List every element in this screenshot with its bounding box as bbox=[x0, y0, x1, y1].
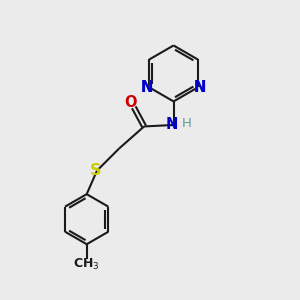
Text: H: H bbox=[182, 117, 192, 130]
Text: CH$_3$: CH$_3$ bbox=[74, 256, 100, 272]
Text: N: N bbox=[141, 80, 153, 95]
Text: N: N bbox=[194, 80, 206, 95]
Text: S: S bbox=[90, 163, 101, 178]
Text: O: O bbox=[124, 95, 137, 110]
Text: N: N bbox=[194, 80, 206, 95]
Text: N: N bbox=[141, 80, 153, 95]
Text: N: N bbox=[166, 118, 178, 133]
Text: N: N bbox=[141, 80, 153, 95]
Text: N: N bbox=[194, 80, 206, 95]
